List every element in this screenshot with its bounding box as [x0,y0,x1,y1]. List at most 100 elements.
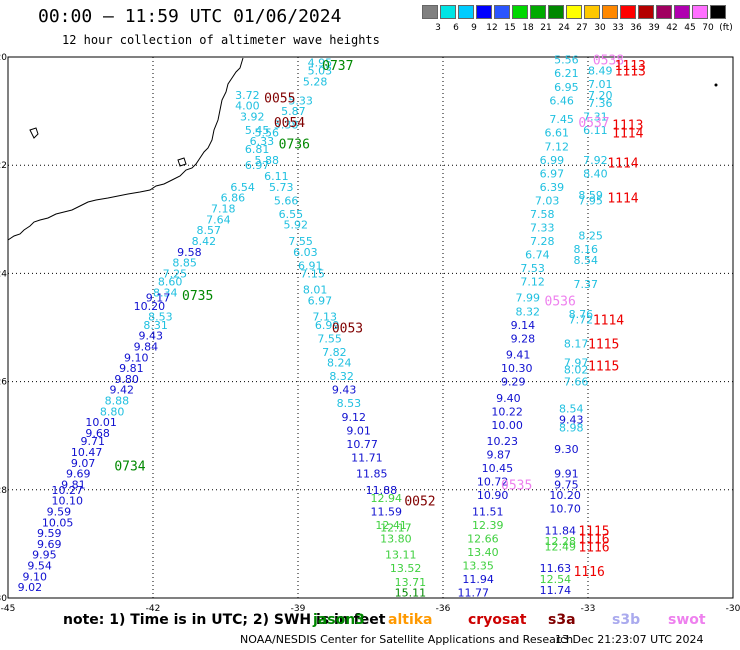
wave-height-label: 9.43 [332,384,357,397]
wave-height-label: 8.54 [574,254,599,267]
wave-height-label: 6.11 [264,170,289,183]
wave-height-label: 9.95 [32,549,57,562]
wave-height-label: 3.72 [235,89,260,102]
wave-height-label: 6.99 [540,154,565,167]
wave-height-label: 5.03 [308,65,333,78]
wave-height-label: 13.80 [380,532,412,545]
colorbar-label: 39 [648,23,660,33]
wave-height-label: 5.56 [554,54,579,67]
wave-height-label: 10.10 [52,495,84,508]
wave-height-label: 9.42 [110,384,135,397]
wave-height-label: 13.52 [390,562,422,575]
wave-height-label: 8.76 [569,308,594,321]
wave-height-label: 9.68 [85,427,110,440]
wave-height-label: 6.97 [245,159,269,172]
wave-height-label: 7.28 [530,235,555,248]
colorbar-label: 3 [435,23,441,33]
wave-height-label: 6.11 [583,124,608,137]
wave-height-label: 9.12 [342,411,367,424]
pass-time-label: 1114 [593,313,624,328]
island-outline [177,157,187,167]
lat-tick-label: -22 [0,161,7,171]
lat-tick-label: -30 [0,594,7,604]
wave-height-label: 7.99 [516,292,541,305]
wave-height-label: 9.30 [554,443,579,456]
wave-height-label: 6.54 [230,181,255,194]
lat-tick-label: -24 [0,269,7,279]
wave-height-label: 13.71 [395,576,427,589]
wave-height-label: 10.45 [482,462,513,475]
colorbar-label: 24 [558,23,570,33]
pass-time-label: 1115 [588,338,619,353]
wave-height-label: 6.74 [525,248,550,261]
lon-tick-label: -39 [291,604,306,614]
wave-height-label: 6.55 [279,208,304,221]
wave-height-label: 10.20 [134,300,166,313]
wave-height-label: 9.43 [139,330,164,343]
wave-height-label: 9.10 [124,351,149,364]
wave-height-label: 8.34 [153,286,178,299]
lon-tick-label: -33 [581,604,596,614]
wave-height-label: 10.77 [346,438,378,451]
wave-height-label: 7.12 [520,276,545,289]
colorbar-label: 18 [522,23,534,33]
colorbar-swatch [602,5,618,19]
wave-height-label: 10.23 [487,435,519,448]
wave-height-label: 11.74 [540,584,572,597]
wave-height-label: 9.87 [487,449,512,462]
wave-height-label: 9.69 [66,468,91,481]
colorbar-label: 9 [471,23,477,33]
footer-timestamp: 13 Dec 21:23:07 UTC 2024 [555,633,704,646]
pass-time-label: 0053 [332,322,363,337]
wave-height-label: 9.81 [119,362,143,375]
note-text: note: 1) Time is in UTC; 2) SWH is in fe… [63,612,386,628]
wave-height-label: 8.32 [516,305,541,318]
wave-height-label: 6.99 [315,319,340,332]
wave-height-label: 9.81 [61,478,86,491]
colorbar-label: (ft) [719,23,733,33]
pass-time-label: 0054 [274,116,305,131]
wave-height-label: 9.75 [554,478,579,491]
wave-height-label: 9.91 [554,468,579,481]
wave-height-label: 8.25 [578,230,603,243]
pass-time-label: 0737 [322,59,353,74]
wave-height-label: 8.85 [172,257,197,270]
sat-label-altika: altika [388,612,433,628]
wave-height-label: 9.84 [134,340,159,353]
colorbar-swatch [692,5,708,19]
wave-height-label: 8.53 [337,397,362,410]
pass-time-label: 0735 [182,289,213,304]
wave-height-label: 12.66 [467,532,499,545]
colorbar-swatch [530,5,546,19]
wave-height-label: 9.41 [506,349,531,362]
wave-height-label: 8.02 [564,364,589,377]
wave-height-label: 7.82 [322,346,347,359]
wave-height-label: 12.17 [380,522,412,535]
wave-height-label: 11.88 [366,484,398,497]
wave-height-label: 8.40 [583,167,608,180]
wave-height-label: 10.72 [477,476,509,489]
wave-height-label: 7.20 [588,89,613,102]
colorbar-label: 12 [486,23,498,33]
wave-height-label: 8.80 [100,405,125,418]
wave-height-label: 11.77 [458,587,490,600]
wave-height-label: 9.10 [23,570,48,583]
colorbar-label: 45 [684,23,696,33]
wave-height-label: 7.97 [564,357,589,370]
chart-title: 00:00 – 11:59 UTC 01/06/2024 [38,6,342,27]
pass-time-label: 0537 [578,116,609,131]
wave-height-label: 4.00 [235,100,260,113]
wave-height-label: 6.97 [308,294,333,307]
wave-height-label: 7.58 [530,208,555,221]
wave-height-label: 7.01 [588,78,613,91]
wave-height-label: 8.53 [148,311,173,324]
pass-time-label: 1116 [578,532,609,547]
lon-tick-label: -42 [146,604,161,614]
wave-height-label: 15.11 [395,587,427,600]
wave-height-label: 8.57 [197,224,222,237]
pass-time-label: 1114 [607,192,638,207]
wave-height-label: 7.03 [535,194,560,207]
colorbar-swatch [476,5,492,19]
wave-height-label: 9.01 [346,424,371,437]
wave-height-label: 4.95 [308,56,333,69]
